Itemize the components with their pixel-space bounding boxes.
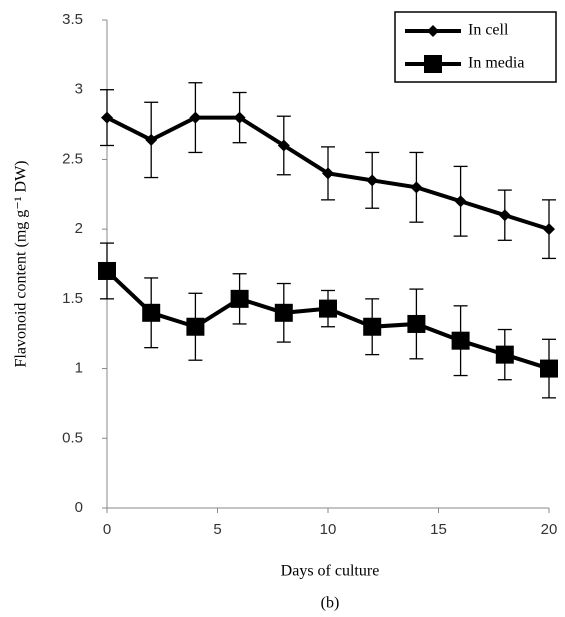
y-tick-label: 2.5	[62, 150, 83, 167]
x-axis-label: Days of culture	[281, 563, 380, 580]
marker	[186, 317, 205, 336]
marker	[142, 303, 161, 322]
y-tick-label: 2	[75, 220, 83, 237]
y-tick-label: 0	[75, 499, 83, 516]
marker	[366, 174, 379, 187]
marker	[424, 55, 442, 73]
marker	[410, 181, 423, 194]
marker	[274, 303, 293, 322]
marker	[230, 289, 249, 308]
x-tick-label: 5	[213, 521, 221, 538]
y-tick-label: 0.5	[62, 429, 83, 446]
legend-box	[394, 11, 557, 83]
marker	[540, 359, 558, 378]
x-tick-label: 0	[103, 521, 111, 538]
y-tick-label: 1.5	[62, 290, 83, 307]
marker	[498, 209, 511, 222]
marker	[98, 261, 116, 280]
marker	[233, 111, 246, 124]
marker	[101, 111, 113, 124]
marker	[407, 314, 426, 333]
x-tick-label: 15	[430, 521, 447, 538]
marker	[145, 133, 158, 146]
marker	[322, 167, 334, 180]
marker	[451, 331, 470, 350]
y-tick-label: 3	[75, 81, 83, 98]
y-tick-label: 1	[75, 360, 83, 377]
caption: (b)	[321, 595, 340, 612]
marker	[277, 139, 290, 152]
marker	[363, 317, 382, 336]
y-tick-label: 3.5	[62, 11, 83, 28]
marker	[189, 111, 202, 124]
x-tick-label: 20	[541, 521, 558, 538]
marker	[427, 25, 439, 37]
y-axis-label: Flavonoid content (mg g⁻¹ DW)	[13, 161, 30, 368]
legend-label: In cell	[468, 22, 509, 39]
legend-label: In media	[468, 55, 524, 72]
marker	[319, 299, 337, 318]
marker	[454, 195, 467, 208]
x-tick-label: 10	[320, 521, 337, 538]
marker	[495, 345, 514, 364]
marker	[543, 223, 555, 236]
